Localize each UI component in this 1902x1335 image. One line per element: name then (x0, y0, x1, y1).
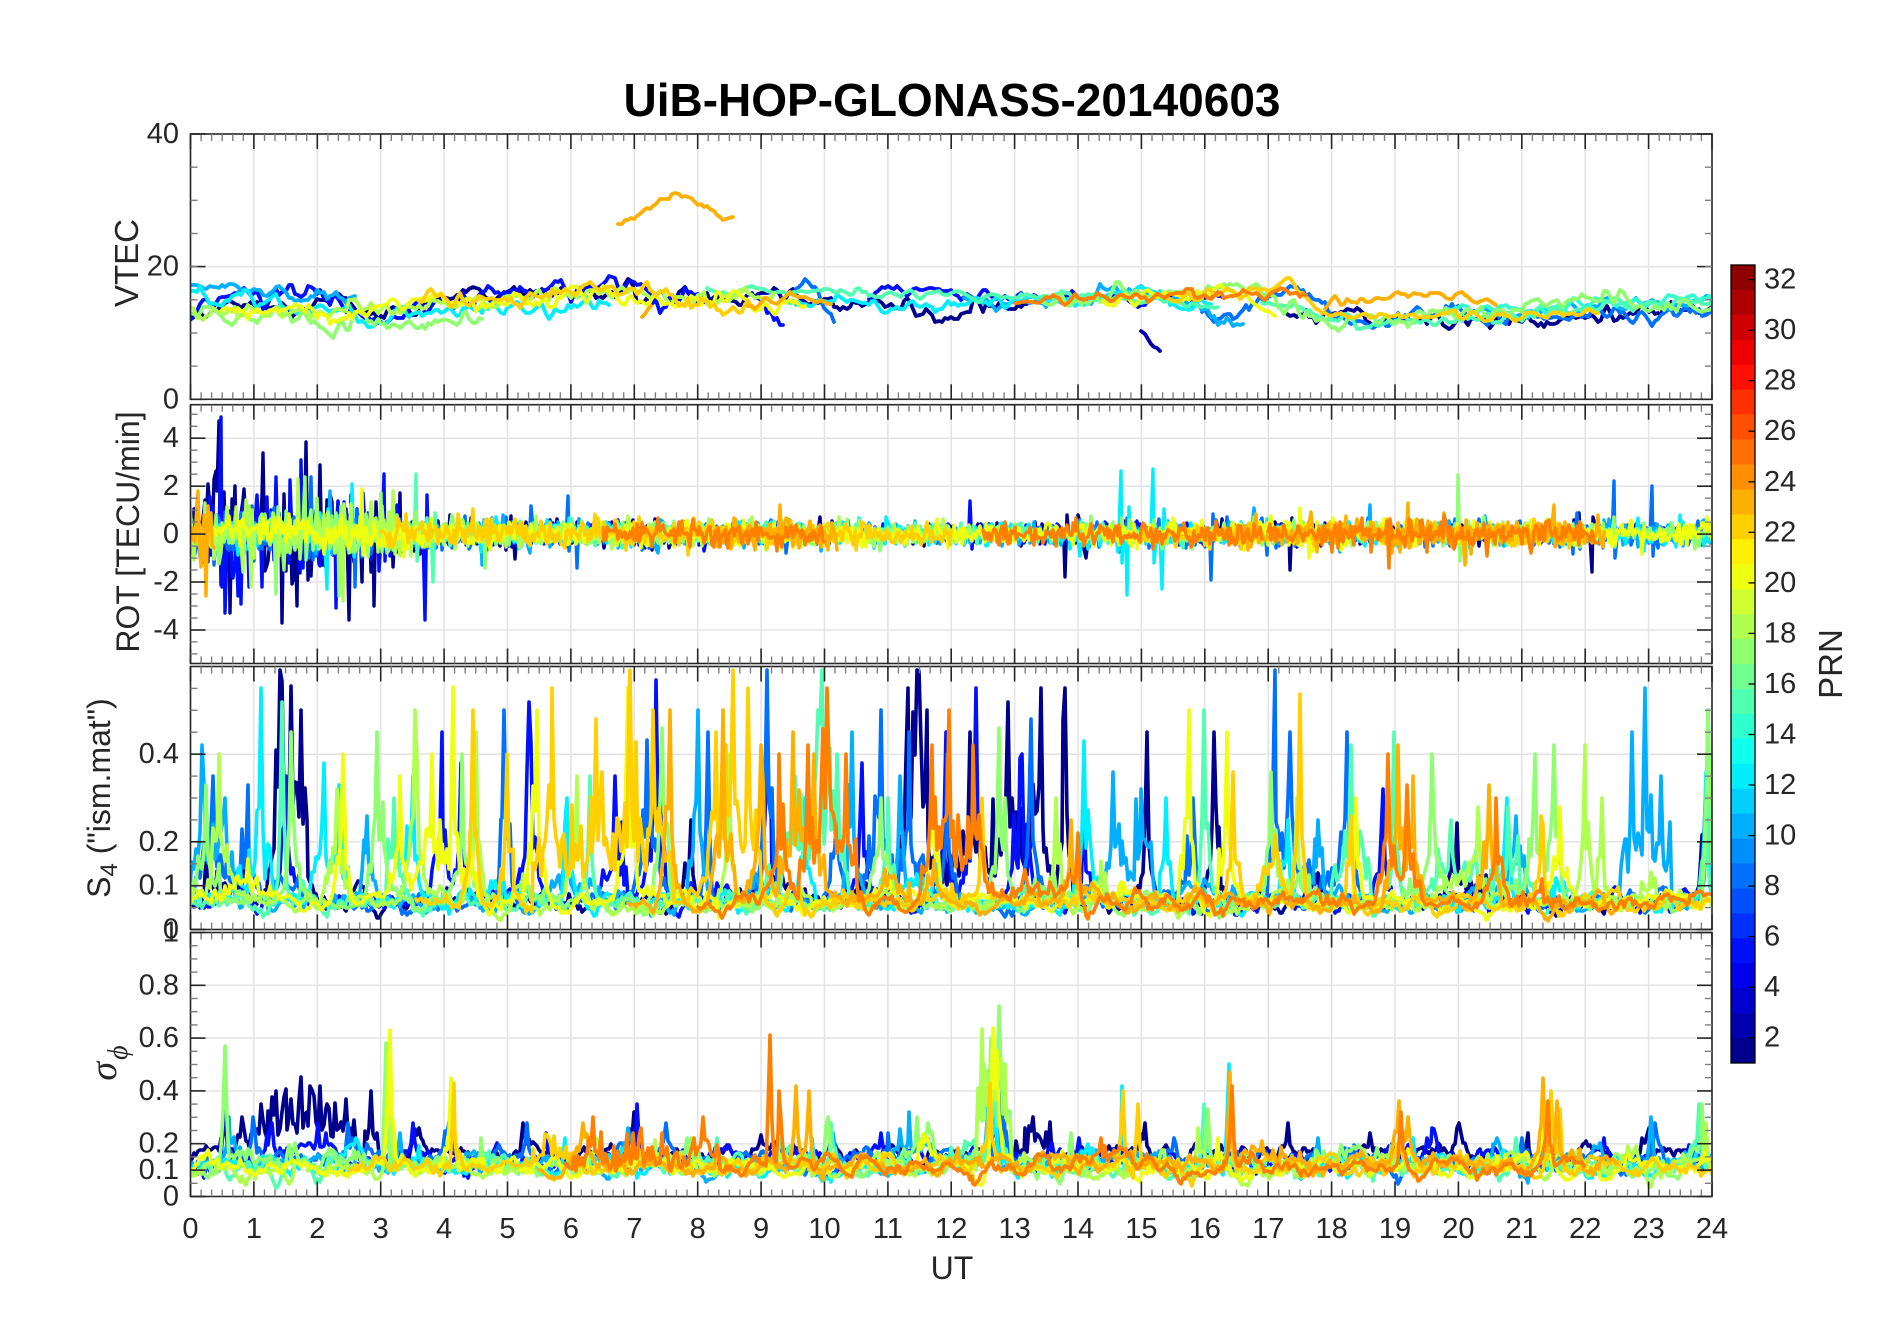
svg-text:0.2: 0.2 (139, 1128, 179, 1160)
svg-text:20: 20 (147, 251, 179, 283)
svg-text:13: 13 (998, 1213, 1030, 1245)
svg-text:18: 18 (1315, 1213, 1347, 1245)
svg-text:22: 22 (1764, 516, 1796, 548)
svg-text:7: 7 (626, 1213, 642, 1245)
svg-text:2: 2 (1764, 1022, 1780, 1054)
svg-text:PRN: PRN (1812, 629, 1849, 699)
svg-text:0.4: 0.4 (139, 738, 179, 770)
svg-text:0.1: 0.1 (139, 1154, 179, 1186)
svg-text:-4: -4 (153, 614, 179, 646)
svg-text:2: 2 (163, 470, 179, 502)
svg-text:8: 8 (690, 1213, 706, 1245)
svg-text:17: 17 (1252, 1213, 1284, 1245)
svg-text:30: 30 (1764, 314, 1796, 346)
svg-text:18: 18 (1764, 617, 1796, 649)
svg-text:0.6: 0.6 (139, 1022, 179, 1054)
svg-text:23: 23 (1632, 1213, 1664, 1245)
svg-text:0: 0 (163, 518, 179, 550)
svg-text:16: 16 (1764, 668, 1796, 700)
svg-text:22: 22 (1569, 1213, 1601, 1245)
svg-text:24: 24 (1696, 1213, 1728, 1245)
svg-text:14: 14 (1764, 719, 1796, 751)
svg-text:0.1: 0.1 (139, 870, 179, 902)
svg-text:0: 0 (163, 383, 179, 415)
svg-text:8: 8 (1764, 870, 1780, 902)
svg-text:0: 0 (163, 1181, 179, 1213)
svg-text:4: 4 (1764, 971, 1780, 1003)
svg-text:16: 16 (1189, 1213, 1221, 1245)
svg-text:28: 28 (1764, 365, 1796, 397)
svg-text:UiB-HOP-GLONASS-20140603: UiB-HOP-GLONASS-20140603 (624, 74, 1281, 126)
svg-text:20: 20 (1442, 1213, 1474, 1245)
svg-text:1: 1 (246, 1213, 262, 1245)
svg-text:14: 14 (1062, 1213, 1094, 1245)
svg-text:-2: -2 (153, 566, 179, 598)
svg-text:4: 4 (163, 422, 179, 454)
svg-text:5: 5 (499, 1213, 515, 1245)
svg-text:26: 26 (1764, 415, 1796, 447)
svg-text:15: 15 (1125, 1213, 1157, 1245)
svg-text:0.8: 0.8 (139, 969, 179, 1001)
svg-text:19: 19 (1379, 1213, 1411, 1245)
svg-text:VTEC: VTEC (108, 219, 145, 307)
svg-text:11: 11 (873, 1213, 903, 1245)
svg-text:6: 6 (1764, 921, 1780, 953)
svg-text:12: 12 (935, 1213, 967, 1245)
svg-text:0.4: 0.4 (139, 1075, 179, 1107)
svg-text:10: 10 (808, 1213, 840, 1245)
svg-text:4: 4 (436, 1213, 452, 1245)
svg-text:10: 10 (1764, 820, 1796, 852)
svg-text:0: 0 (182, 1213, 198, 1245)
svg-text:UT: UT (931, 1250, 974, 1286)
svg-text:9: 9 (753, 1213, 769, 1245)
svg-text:24: 24 (1764, 466, 1796, 498)
svg-text:0.2: 0.2 (139, 826, 179, 858)
svg-text:1: 1 (163, 917, 179, 949)
svg-text:6: 6 (563, 1213, 579, 1245)
svg-text:32: 32 (1764, 264, 1796, 296)
svg-text:3: 3 (373, 1213, 389, 1245)
svg-text:0: 0 (163, 914, 179, 946)
svg-text:2: 2 (309, 1213, 325, 1245)
svg-text:40: 40 (147, 118, 179, 150)
svg-text:ROT [TECU/min]: ROT [TECU/min] (110, 411, 146, 652)
svg-text:21: 21 (1506, 1213, 1538, 1245)
svg-text:12: 12 (1764, 769, 1796, 801)
svg-text:20: 20 (1764, 567, 1796, 599)
